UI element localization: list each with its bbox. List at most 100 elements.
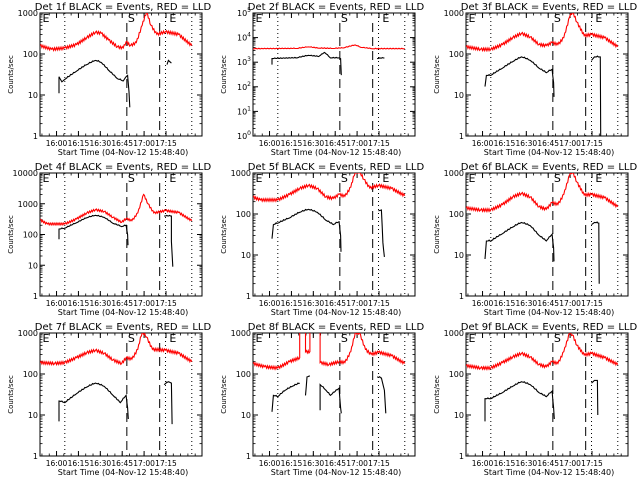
x-tick-label: 16:45	[111, 139, 133, 148]
y-tick-label: 1000	[231, 169, 251, 178]
x-tick-label: 16:00	[472, 459, 494, 468]
events-series-line	[378, 209, 385, 257]
plot-title: Det 1f BLACK = Events, RED = LLD	[35, 2, 212, 13]
y-tick-label: 1	[246, 452, 251, 461]
lld-series-line	[466, 333, 619, 371]
plot-title: Det 2f BLACK = Events, RED = LLD	[248, 2, 425, 13]
plot-frame	[39, 172, 203, 297]
lld-series-line	[466, 173, 619, 213]
x-tick-label: 16:45	[537, 139, 559, 148]
lld-series-line	[253, 44, 405, 50]
x-tick-label: 17:00	[346, 299, 368, 308]
events-series-line	[163, 381, 173, 425]
x-tick-label: 16:30	[303, 299, 325, 308]
lld-series-line	[319, 333, 406, 367]
series-group	[466, 333, 619, 422]
x-tick-label: 16:45	[324, 459, 346, 468]
y-tick-label: 10	[454, 411, 464, 420]
marker-label-e: E	[42, 12, 49, 25]
marker-label-s: S	[128, 332, 135, 345]
events-series-line	[271, 208, 342, 252]
x-tick-label: 16:15	[494, 459, 516, 468]
x-axis-label: Start Time (04-Nov-12 15:48:40)	[484, 468, 614, 477]
marker-label-e: E	[255, 12, 262, 25]
plot-title: Det 9f BLACK = Events, RED = LLD	[461, 322, 638, 333]
y-axis-label: Counts/sec	[7, 375, 15, 414]
series-group	[253, 44, 405, 76]
marker-label-s: S	[128, 172, 135, 185]
series-group	[40, 13, 193, 108]
y-tick-label: 10	[241, 411, 251, 420]
plot-frame	[252, 332, 416, 457]
plot-title: Det 3f BLACK = Events, RED = LLD	[461, 2, 638, 13]
x-tick-label: 16:00	[259, 299, 281, 308]
y-tick-label: 1000	[231, 329, 251, 338]
y-tick-label: 100	[449, 50, 464, 59]
series-group	[40, 193, 193, 267]
y-tick-label: 103	[237, 56, 251, 67]
events-series-line	[319, 383, 342, 414]
x-tick-label: 16:00	[472, 299, 494, 308]
marker-label-e: E	[382, 172, 389, 185]
marker-label-e: E	[468, 332, 475, 345]
y-tick-label: 100	[23, 231, 38, 240]
x-axis-label: Start Time (04-Nov-12 15:48:40)	[58, 148, 188, 157]
plot-det2f: Det 2f BLACK = Events, RED = LLD 100 101 10…	[220, 2, 425, 157]
x-tick-label: 16:15	[494, 139, 516, 148]
plot-title: Det 8f BLACK = Events, RED = LLD	[248, 322, 425, 333]
y-axis-label: Counts/sec	[7, 55, 15, 94]
marker-label-e: E	[595, 332, 602, 345]
y-axis-label: Counts/sec	[7, 215, 15, 254]
lld-series-line	[466, 13, 619, 53]
x-tick-label: 16:00	[46, 299, 68, 308]
y-tick-label: 1000	[444, 169, 464, 178]
events-series-line	[166, 59, 172, 65]
marker-label-s: S	[341, 332, 348, 345]
x-tick-label: 17:00	[559, 139, 581, 148]
marker-label-e: E	[42, 332, 49, 345]
x-tick-label: 16:00	[46, 459, 68, 468]
marker-label-e: E	[255, 172, 262, 185]
y-tick-label: 102	[237, 81, 251, 92]
x-tick-label: 17:00	[559, 299, 581, 308]
events-series-line	[271, 51, 342, 76]
plot-frame	[252, 12, 416, 137]
y-axis-label: Counts/sec	[220, 375, 228, 414]
x-tick-label: 17:15	[368, 299, 390, 308]
y-tick-label: 10	[28, 411, 38, 420]
x-tick-label: 17:00	[346, 139, 368, 148]
x-tick-label: 16:30	[90, 299, 112, 308]
x-tick-label: 16:30	[90, 139, 112, 148]
plot-det1f: Det 1f BLACK = Events, RED = LLD 1 10 100 10…	[7, 2, 212, 157]
x-tick-label: 16:30	[90, 459, 112, 468]
x-tick-label: 17:15	[581, 299, 603, 308]
x-axis-label: Start Time (04-Nov-12 15:48:40)	[271, 308, 401, 317]
plot-frame	[39, 12, 203, 137]
lld-series-line	[40, 13, 193, 52]
y-tick-label: 101	[237, 105, 251, 116]
y-axis-label: Counts/sec	[433, 55, 441, 94]
x-tick-label: 16:45	[324, 139, 346, 148]
plot-det3f: Det 3f BLACK = Events, RED = LLD 1 10 100 10…	[433, 2, 638, 157]
x-tick-label: 16:45	[111, 299, 133, 308]
y-tick-label: 100	[237, 130, 251, 141]
marker-label-e: E	[42, 172, 49, 185]
x-tick-label: 17:00	[133, 459, 155, 468]
events-series-line	[271, 382, 300, 412]
y-tick-label: 10	[454, 91, 464, 100]
plot-title: Det 5f BLACK = Events, RED = LLD	[248, 162, 425, 173]
events-series-line	[591, 379, 599, 416]
x-tick-label: 16:30	[516, 139, 538, 148]
marker-label-e: E	[169, 332, 176, 345]
x-tick-label: 17:00	[133, 139, 155, 148]
lld-series-line	[40, 333, 193, 367]
y-tick-label: 100	[236, 370, 251, 379]
lld-series-line	[40, 193, 193, 227]
plot-title: Det 7f BLACK = Events, RED = LLD	[35, 322, 212, 333]
plot-det8f: Det 8f BLACK = Events, RED = LLD 1 10 100 10…	[220, 322, 425, 477]
x-tick-label: 16:45	[537, 299, 559, 308]
series-group	[466, 173, 619, 284]
plot-frame	[465, 172, 629, 297]
y-tick-label: 1	[33, 452, 38, 461]
